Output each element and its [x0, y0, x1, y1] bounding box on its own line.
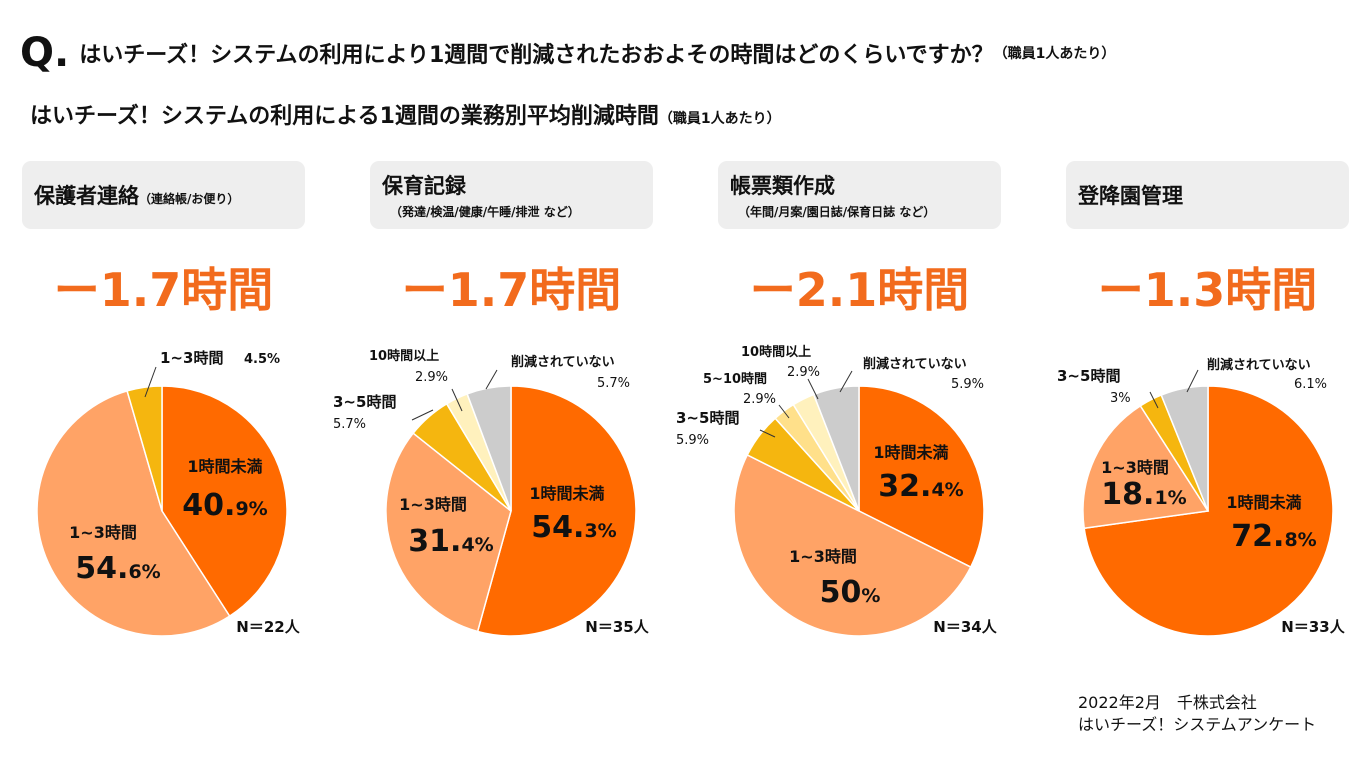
slice-label: 1時間未満 — [1226, 493, 1301, 512]
category-box-childcare-record: 保育記録 （発達/検温/健康/午睡/排泄 など） — [370, 161, 653, 229]
leader-line — [1149, 391, 1159, 409]
slice-label: 削減されていない — [1207, 357, 1311, 373]
slice-label: 3~5時間 — [1057, 367, 1120, 385]
slice-label: 1~3時間 — [160, 349, 223, 367]
slice-value: 54.6% — [75, 551, 160, 586]
question-text: はいチーズ！システムの利用により1週間で削減されたおおよその時間はどのくらいです… — [79, 43, 994, 68]
subtitle-text: はいチーズ！システムの利用による1週間の業務別平均削減時間 — [30, 104, 659, 129]
category-title: 登降園管理 — [1078, 184, 1183, 208]
slice-value: 4.5% — [244, 352, 280, 367]
sample-size-label: N＝34人 — [933, 618, 997, 636]
category-box-forms: 帳票類作成 （年間/月案/園日誌/保育日誌 など） — [718, 161, 1001, 229]
slice-label: 10時間以上 — [741, 344, 811, 360]
slice-value: 54.3% — [531, 510, 616, 545]
slice-value: 2.9% — [787, 365, 820, 380]
pie-slice — [385, 432, 512, 633]
category-subnote: （発達/検温/健康/午睡/排泄 など） — [390, 205, 580, 219]
category-title: 保護者連絡（連絡帳/お便り） — [34, 184, 240, 208]
slice-value: 5.7% — [333, 417, 366, 432]
category-box-attendance: 登降園管理 — [1066, 161, 1349, 229]
question-mark: Q. — [20, 30, 70, 76]
leader-line — [759, 429, 776, 438]
pie-slice — [466, 385, 512, 512]
slice-value: 31.4% — [408, 524, 493, 559]
slice-value: 18.1% — [1101, 477, 1186, 512]
leader-line — [411, 409, 434, 421]
slice-label: 3~5時間 — [333, 393, 396, 411]
slice-label: 1時間未満 — [873, 443, 948, 462]
slice-label: 10時間以上 — [369, 348, 439, 364]
average-reduction: ー1.7時間 — [53, 263, 274, 317]
slice-value: 5.7% — [597, 376, 630, 391]
leader-line — [807, 378, 819, 400]
slice-label: 1~3時間 — [399, 495, 467, 514]
slice-label: 1~3時間 — [1101, 458, 1169, 477]
pie-slice — [733, 453, 972, 637]
slice-value: 5.9% — [676, 433, 709, 448]
average-reduction: ー2.1時間 — [749, 263, 970, 317]
slice-label: 削減されていない — [863, 356, 967, 372]
slice-label: 1~3時間 — [789, 547, 857, 566]
leader-line — [839, 370, 853, 393]
slice-value: 72.8% — [1231, 519, 1316, 554]
pie-slice — [858, 385, 985, 569]
slice-label: 削減されていない — [511, 354, 615, 370]
slice-value: 50% — [820, 575, 881, 610]
slice-label: 1~3時間 — [69, 523, 137, 542]
slice-value: 32.4% — [878, 469, 963, 504]
category-note: （連絡帳/お便り） — [139, 192, 240, 206]
slice-label: 5~10時間 — [703, 371, 767, 387]
category-title: 帳票類作成 — [730, 174, 835, 198]
slice-value: 6.1% — [1294, 377, 1327, 392]
chart-subtitle: はいチーズ！システムの利用による1週間の業務別平均削減時間（職員1人あたり） — [30, 98, 781, 130]
slice-value: 40.9% — [182, 488, 267, 523]
sample-size-label: N＝22人 — [236, 618, 300, 636]
pie-slice — [1160, 385, 1209, 512]
pie-slice — [476, 385, 637, 637]
pie-slice — [1082, 404, 1210, 530]
slice-value: 2.9% — [415, 370, 448, 385]
pie-slice — [36, 390, 231, 637]
slice-label: 1時間未満 — [529, 484, 604, 503]
leader-line — [778, 404, 790, 419]
sample-size-label: N＝35人 — [585, 618, 649, 636]
leader-line — [1186, 369, 1199, 393]
footer-date-company: 2022年2月 千株式会社 — [1078, 693, 1257, 712]
slice-label: 1時間未満 — [187, 457, 262, 476]
question-note: （職員1人あたり） — [993, 46, 1116, 62]
leader-line — [451, 388, 463, 412]
sample-size-label: N＝33人 — [1281, 618, 1345, 636]
slice-value: 2.9% — [743, 392, 776, 407]
footer-survey-name: はいチーズ！システムアンケート — [1078, 715, 1317, 734]
footer-source: 2022年2月 千株式会社 はいチーズ！システムアンケート — [1078, 692, 1316, 736]
average-reduction: ー1.3時間 — [1097, 263, 1318, 317]
slice-value: 3% — [1110, 391, 1131, 406]
pie-slice — [126, 385, 163, 512]
slice-value: 5.9% — [951, 377, 984, 392]
pie-slice — [812, 385, 860, 512]
category-box-parent-contact: 保護者連絡（連絡帳/お便り） — [22, 161, 305, 229]
average-reduction: ー1.7時間 — [401, 263, 622, 317]
subtitle-note: （職員1人あたり） — [658, 111, 781, 127]
leader-line — [485, 369, 498, 390]
leader-line — [144, 366, 157, 398]
category-title: 保育記録 — [382, 174, 466, 198]
question-line: Q. はいチーズ！システムの利用により1週間で削減されたおおよその時間はどのくらい… — [20, 30, 1115, 76]
category-subnote: （年間/月案/園日誌/保育日誌 など） — [738, 205, 936, 219]
slice-label: 3~5時間 — [676, 409, 739, 427]
